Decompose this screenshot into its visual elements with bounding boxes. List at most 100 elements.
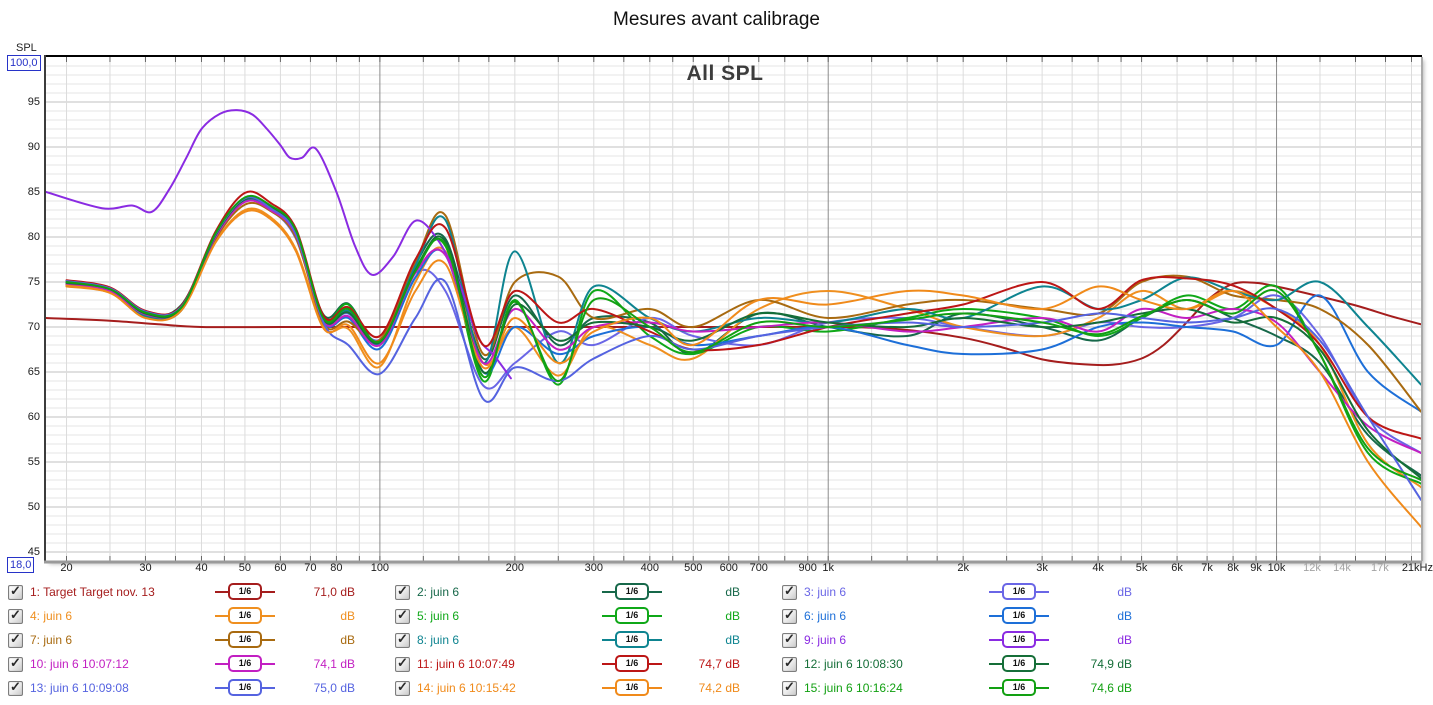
smoothing-chip-12[interactable]: 1/6 xyxy=(989,655,1049,672)
checkmark-icon: ✓ xyxy=(397,631,408,646)
chip-line xyxy=(649,590,662,593)
x-tick-label: 7k xyxy=(1201,562,1213,574)
legend-label-6: 6: juin 6 xyxy=(804,609,847,623)
chip-line xyxy=(1036,614,1049,617)
smoothing-chip-5[interactable]: 1/6 xyxy=(602,607,662,624)
x-tick-label: 80 xyxy=(330,562,343,574)
smoothing-chip-7[interactable]: 1/6 xyxy=(215,631,275,648)
smoothing-value: 1/6 xyxy=(1002,655,1036,672)
spl-chart xyxy=(44,55,1423,564)
chip-line xyxy=(215,638,228,641)
series-path-2 xyxy=(65,198,1421,477)
x-tick-label: 14k xyxy=(1333,562,1351,574)
legend-checkbox-13[interactable]: ✓ xyxy=(8,679,23,696)
smoothing-chip-6[interactable]: 1/6 xyxy=(989,607,1049,624)
smoothing-value: 1/6 xyxy=(615,607,649,624)
series-path-15 xyxy=(65,194,1421,481)
legend-checkbox-5[interactable]: ✓ xyxy=(395,607,410,624)
chip-line xyxy=(989,662,1002,665)
chip-line xyxy=(989,686,1002,689)
checkmark-icon: ✓ xyxy=(397,679,408,694)
legend-value-3: dB xyxy=(1117,585,1132,599)
chip-line xyxy=(262,614,275,617)
smoothing-chip-1[interactable]: 1/6 xyxy=(215,583,275,600)
smoothing-chip-11[interactable]: 1/6 xyxy=(602,655,662,672)
chip-line xyxy=(1036,662,1049,665)
chip-line xyxy=(649,638,662,641)
chip-line xyxy=(649,686,662,689)
legend-checkbox-14[interactable]: ✓ xyxy=(395,679,410,696)
x-tick-label: 30 xyxy=(139,562,152,574)
x-tick-label: 17k xyxy=(1370,562,1389,574)
x-tick-label: 900 xyxy=(798,562,817,574)
chip-line xyxy=(215,662,228,665)
chip-line xyxy=(602,614,615,617)
chip-line xyxy=(262,638,275,641)
legend-checkbox-7[interactable]: ✓ xyxy=(8,631,23,648)
legend-checkbox-9[interactable]: ✓ xyxy=(782,631,797,648)
legend-checkbox-3[interactable]: ✓ xyxy=(782,583,797,600)
legend-label-9: 9: juin 6 xyxy=(804,633,847,647)
legend-label-13: 13: juin 6 10:09:08 xyxy=(30,681,129,695)
smoothing-chip-3[interactable]: 1/6 xyxy=(989,583,1049,600)
chip-line xyxy=(989,590,1002,593)
y-axis-max-field[interactable]: 100,0 xyxy=(7,55,41,71)
smoothing-value: 1/6 xyxy=(1002,679,1036,696)
smoothing-chip-2[interactable]: 1/6 xyxy=(602,583,662,600)
legend-checkbox-12[interactable]: ✓ xyxy=(782,655,797,672)
checkmark-icon: ✓ xyxy=(784,607,795,622)
y-tick-label: 85 xyxy=(27,186,40,198)
chip-line xyxy=(215,686,228,689)
smoothing-chip-8[interactable]: 1/6 xyxy=(602,631,662,648)
legend-value-9: dB xyxy=(1117,633,1132,647)
checkmark-icon: ✓ xyxy=(10,583,21,598)
x-tick-label: 100 xyxy=(370,562,390,574)
x-tick-label: 4k xyxy=(1092,562,1104,574)
smoothing-value: 1/6 xyxy=(615,679,649,696)
y-tick-label: 50 xyxy=(27,501,40,513)
legend-checkbox-15[interactable]: ✓ xyxy=(782,679,797,696)
x-tick-label: 5k xyxy=(1135,562,1148,574)
x-tick-label: 600 xyxy=(719,562,738,574)
smoothing-chip-13[interactable]: 1/6 xyxy=(215,679,275,696)
smoothing-chip-15[interactable]: 1/6 xyxy=(989,679,1049,696)
x-tick-label: 300 xyxy=(584,562,603,574)
y-tick-label: 60 xyxy=(27,411,40,423)
legend-checkbox-8[interactable]: ✓ xyxy=(395,631,410,648)
checkmark-icon: ✓ xyxy=(397,607,408,622)
legend-checkbox-4[interactable]: ✓ xyxy=(8,607,23,624)
chip-line xyxy=(262,686,275,689)
smoothing-value: 1/6 xyxy=(1002,607,1036,624)
smoothing-value: 1/6 xyxy=(615,583,649,600)
smoothing-chip-10[interactable]: 1/6 xyxy=(215,655,275,672)
checkmark-icon: ✓ xyxy=(397,655,408,670)
smoothing-chip-9[interactable]: 1/6 xyxy=(989,631,1049,648)
x-tick-label: 700 xyxy=(749,562,768,574)
x-axis-min-field[interactable]: 18,0 xyxy=(7,557,35,573)
checkmark-icon: ✓ xyxy=(397,583,408,598)
legend-value-8: dB xyxy=(725,633,740,647)
legend-checkbox-10[interactable]: ✓ xyxy=(8,655,23,672)
checkmark-icon: ✓ xyxy=(784,679,795,694)
legend-label-4: 4: juin 6 xyxy=(30,609,73,623)
legend-label-8: 8: juin 6 xyxy=(417,633,460,647)
checkmark-icon: ✓ xyxy=(784,583,795,598)
smoothing-chip-14[interactable]: 1/6 xyxy=(602,679,662,696)
y-tick-label: 90 xyxy=(27,141,40,153)
chip-line xyxy=(215,614,228,617)
y-tick-label: 70 xyxy=(27,321,40,333)
page-title: Mesures avant calibrage xyxy=(613,9,820,30)
chip-line xyxy=(989,614,1002,617)
legend-label-11: 11: juin 6 10:07:49 xyxy=(417,657,515,671)
series-path-14 xyxy=(65,209,1421,528)
x-tick-label: 21kHz xyxy=(1401,562,1433,574)
legend-value-6: dB xyxy=(1117,609,1132,623)
legend-checkbox-2[interactable]: ✓ xyxy=(395,583,410,600)
legend-checkbox-11[interactable]: ✓ xyxy=(395,655,410,672)
checkmark-icon: ✓ xyxy=(10,631,21,646)
legend-checkbox-1[interactable]: ✓ xyxy=(8,583,23,600)
y-tick-label: 55 xyxy=(27,456,40,468)
smoothing-chip-4[interactable]: 1/6 xyxy=(215,607,275,624)
legend-checkbox-6[interactable]: ✓ xyxy=(782,607,797,624)
